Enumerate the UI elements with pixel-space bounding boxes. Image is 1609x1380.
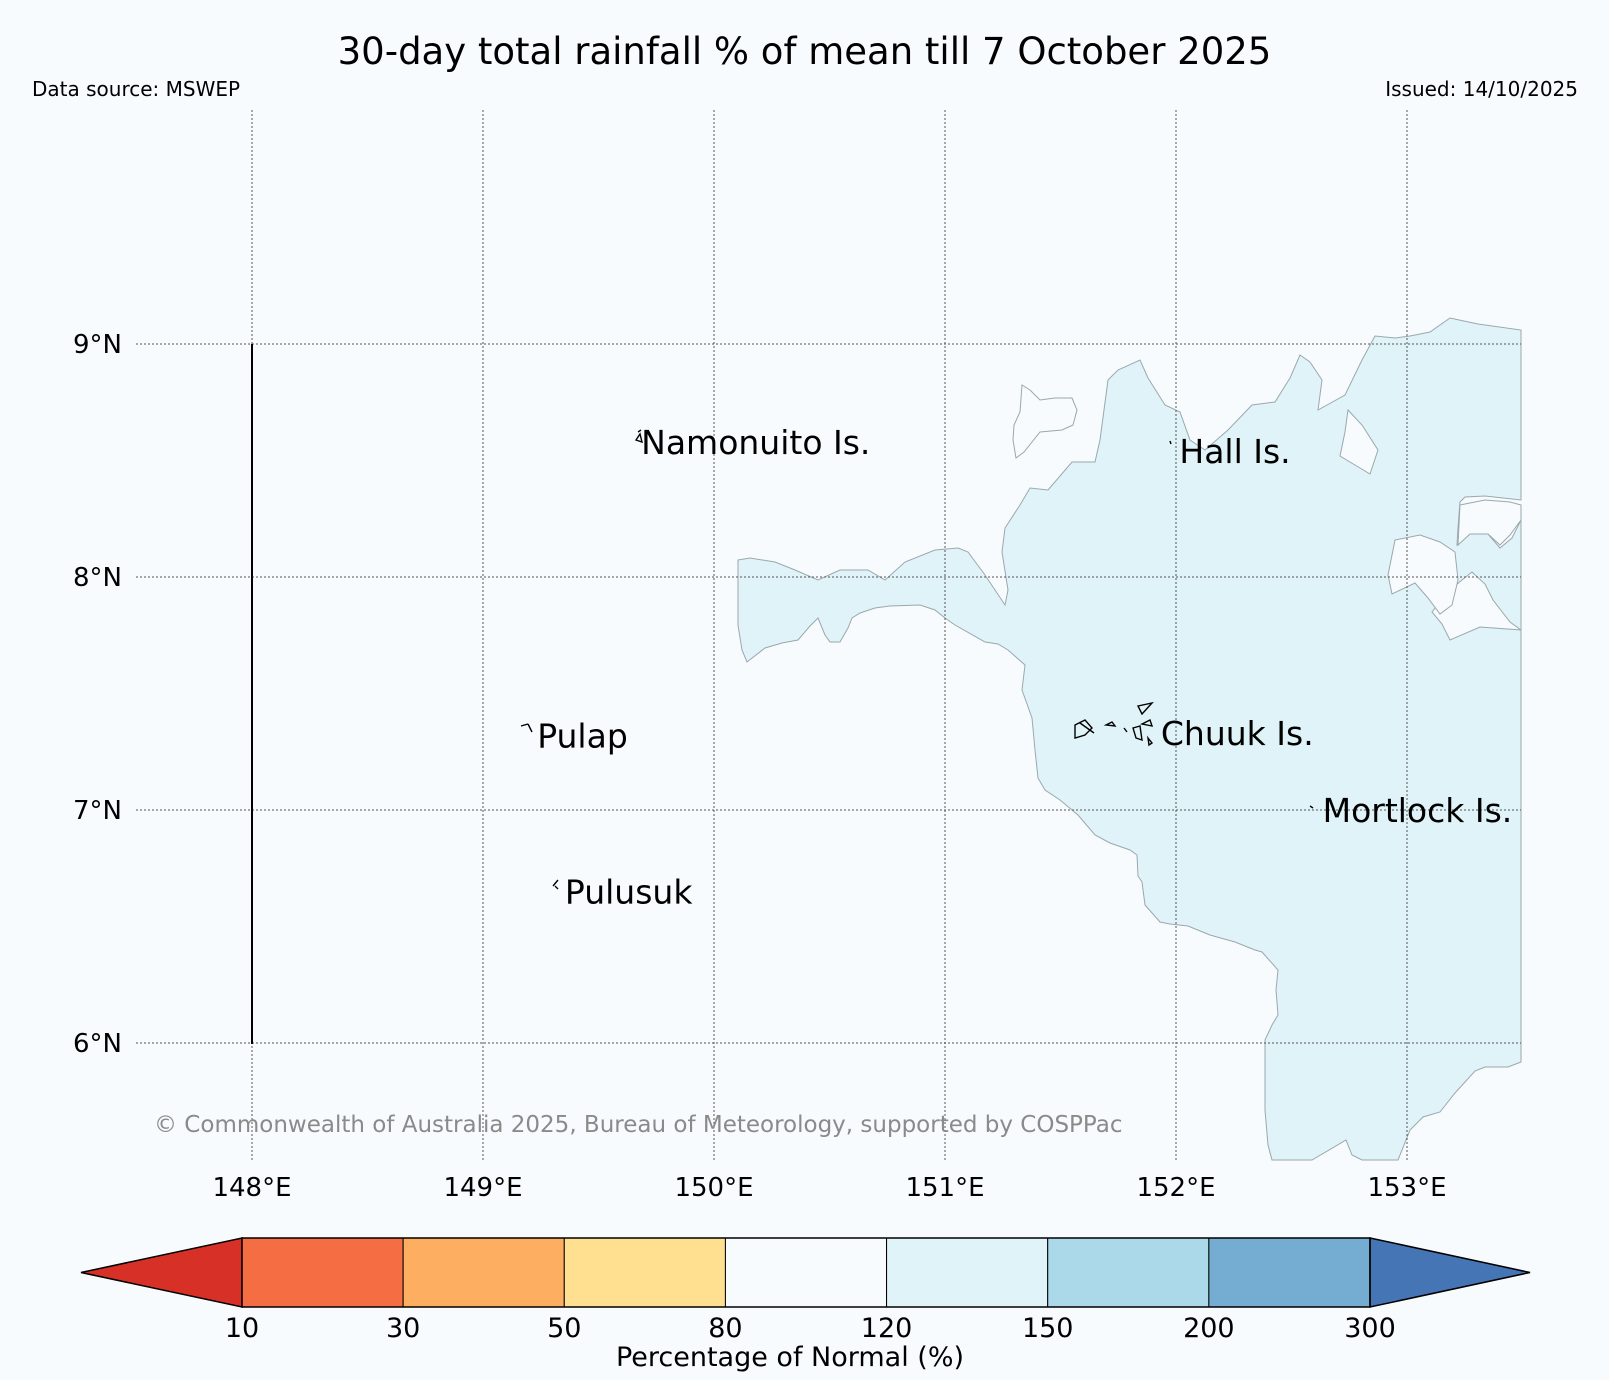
colorbar-tick-label: 50 bbox=[547, 1313, 581, 1344]
colorbar-segment bbox=[241, 1237, 404, 1308]
latitude-label: 7°N bbox=[73, 796, 122, 826]
island-outlines bbox=[520, 429, 1314, 890]
colorbar-segment bbox=[402, 1237, 565, 1308]
colorbar-segment bbox=[563, 1237, 726, 1308]
colorbar: 10 30 50 80 120 150 200 300 bbox=[80, 1237, 1531, 1344]
longitude-label: 150°E bbox=[674, 1173, 753, 1203]
longitude-label: 151°E bbox=[905, 1173, 984, 1203]
colorbar-extension-low bbox=[80, 1237, 243, 1308]
unshaded-pocket bbox=[1387, 534, 1459, 615]
colorbar-segment bbox=[724, 1237, 888, 1308]
colorbar-frame bbox=[241, 1237, 1371, 1308]
longitude-label: 148°E bbox=[212, 1173, 291, 1203]
colorbar-tick-label: 150 bbox=[1022, 1313, 1074, 1344]
unshaded-pocket bbox=[1012, 384, 1078, 459]
colorbar-tick-label: 120 bbox=[861, 1313, 913, 1344]
longitude-label: 152°E bbox=[1136, 1173, 1215, 1203]
colorbar-title: Percentage of Normal (%) bbox=[616, 1342, 964, 1373]
place-label: Namonuito Is. bbox=[641, 423, 870, 462]
unshaded-pocket bbox=[1457, 499, 1522, 547]
colorbar-tick-label: 10 bbox=[225, 1313, 259, 1344]
island-pulap bbox=[520, 723, 533, 733]
island-namonuito bbox=[634, 429, 643, 444]
colorbar-segment bbox=[1047, 1237, 1210, 1308]
colorbar-tick-label: 80 bbox=[708, 1313, 742, 1344]
place-label: Hall Is. bbox=[1179, 432, 1290, 471]
island-pulusuk bbox=[552, 879, 559, 890]
latitude-label: 6°N bbox=[73, 1029, 122, 1059]
data-source-label: Data source: MSWEP bbox=[32, 77, 241, 101]
place-label: Pulusuk bbox=[565, 873, 693, 912]
colorbar-tick-label: 30 bbox=[386, 1313, 420, 1344]
latitude-label: 8°N bbox=[73, 563, 122, 593]
place-labels: Namonuito Is. Hall Is. Pulap Chuuk Is.Mortl… bbox=[537, 423, 1512, 912]
rainfall-region-120-150 bbox=[737, 317, 1522, 1161]
latitude-label: 9°N bbox=[73, 330, 122, 360]
island-chuuk-lagoon bbox=[1074, 701, 1154, 747]
latitude-labels: 9°N 8°N 7°N 6°N bbox=[73, 330, 122, 1059]
colorbar-tick-label: 200 bbox=[1183, 1313, 1235, 1344]
colorbar-segment bbox=[886, 1237, 1049, 1308]
colorbar-extension-high bbox=[1369, 1237, 1531, 1308]
colorbar-segment bbox=[1208, 1237, 1371, 1308]
island-hall bbox=[1169, 440, 1172, 445]
map-title: 30-day total rainfall % of mean till 7 O… bbox=[337, 30, 1272, 73]
island-mortlock bbox=[1309, 805, 1314, 809]
copyright-notice: © Commonwealth of Australia 2025, Bureau… bbox=[154, 1112, 1123, 1138]
place-label: Chuuk Is. bbox=[1161, 714, 1314, 753]
colorbar-tick-label: 300 bbox=[1344, 1313, 1396, 1344]
longitude-label: 153°E bbox=[1367, 1173, 1446, 1203]
unshaded-pocket bbox=[1339, 408, 1379, 475]
longitude-labels: 148°E 149°E 150°E 151°E 152°E 153°E bbox=[212, 1173, 1446, 1203]
map-plot-area bbox=[737, 317, 1522, 1161]
place-label: Pulap bbox=[537, 716, 628, 755]
issued-date-label: Issued: 14/10/2025 bbox=[1385, 77, 1578, 101]
longitude-label: 149°E bbox=[443, 1173, 522, 1203]
place-label: Mortlock Is. bbox=[1323, 791, 1513, 830]
